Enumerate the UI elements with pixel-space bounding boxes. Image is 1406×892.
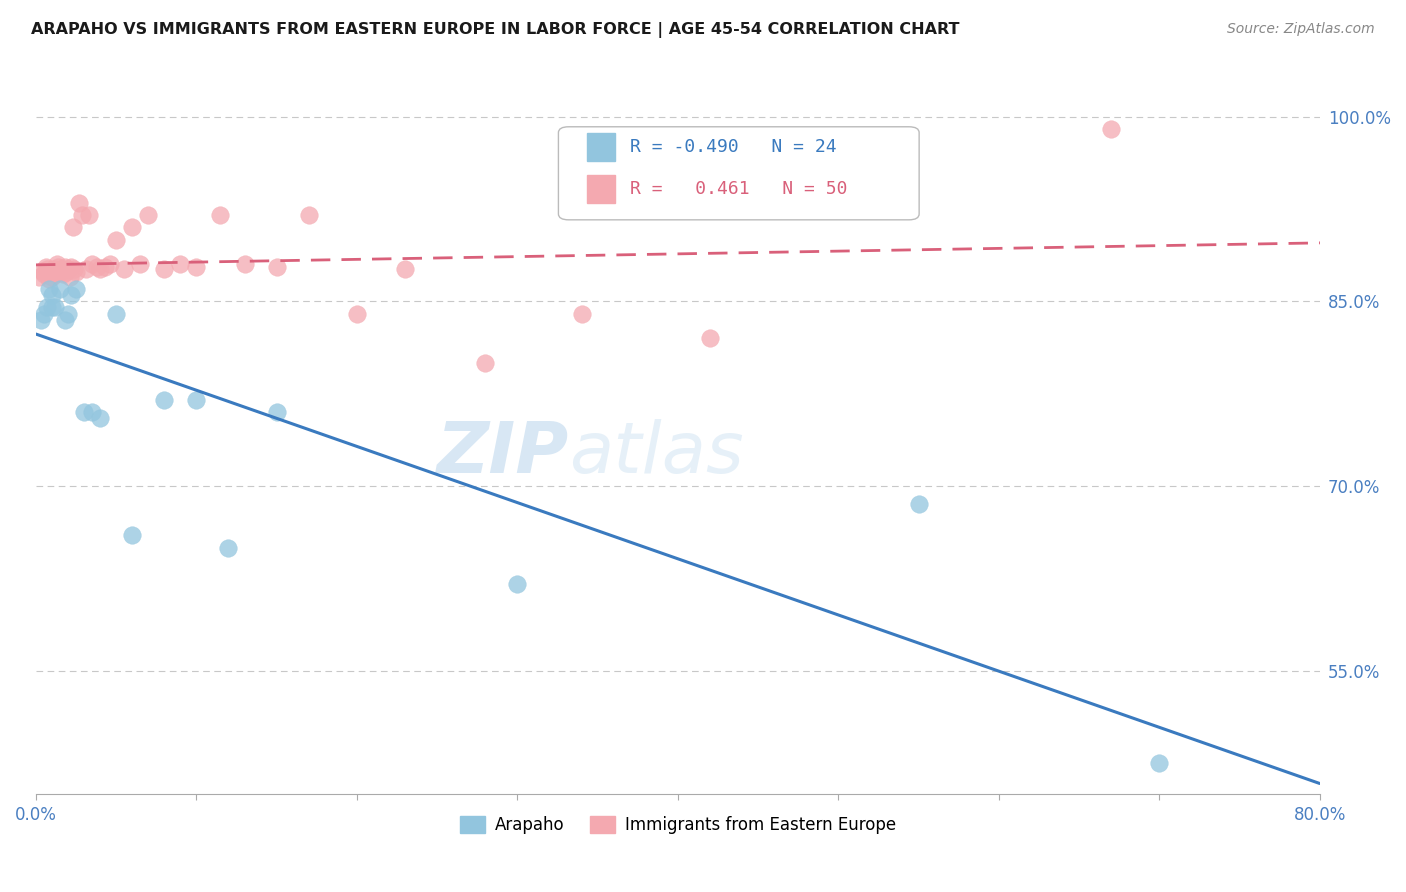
Point bbox=[73, 405, 96, 419]
Point bbox=[65, 265, 87, 279]
Point bbox=[298, 208, 321, 222]
Point bbox=[51, 262, 73, 277]
Point bbox=[53, 260, 76, 274]
Point bbox=[121, 220, 143, 235]
Point bbox=[105, 233, 128, 247]
Point bbox=[82, 405, 104, 419]
Point bbox=[209, 208, 232, 222]
Point bbox=[44, 301, 66, 315]
Point bbox=[37, 301, 59, 315]
Point bbox=[75, 262, 97, 277]
Point bbox=[129, 257, 152, 271]
Bar bbox=[586, 133, 614, 161]
Text: ZIP: ZIP bbox=[436, 419, 568, 489]
Point bbox=[42, 262, 65, 277]
Point bbox=[266, 405, 288, 419]
Point bbox=[94, 260, 117, 274]
Point bbox=[60, 260, 83, 274]
Point bbox=[37, 262, 59, 277]
Point bbox=[907, 497, 929, 511]
Point bbox=[112, 262, 135, 277]
Point bbox=[62, 220, 84, 235]
Point bbox=[105, 307, 128, 321]
Point bbox=[186, 260, 208, 274]
Point bbox=[39, 265, 62, 279]
Point bbox=[153, 262, 176, 277]
Text: Source: ZipAtlas.com: Source: ZipAtlas.com bbox=[1227, 22, 1375, 37]
Point bbox=[89, 411, 111, 425]
Point bbox=[98, 257, 121, 271]
Point bbox=[32, 267, 55, 281]
Point bbox=[474, 356, 496, 370]
Point bbox=[506, 577, 529, 591]
Point bbox=[56, 307, 79, 321]
Point bbox=[121, 528, 143, 542]
Point bbox=[52, 267, 75, 281]
Point bbox=[89, 262, 111, 277]
Point bbox=[86, 260, 108, 274]
Point bbox=[1099, 122, 1122, 136]
Point bbox=[218, 541, 240, 555]
Point bbox=[346, 307, 368, 321]
Point bbox=[34, 260, 56, 274]
Point bbox=[38, 282, 60, 296]
Point bbox=[48, 260, 70, 274]
Point bbox=[41, 269, 63, 284]
Point bbox=[63, 262, 86, 277]
Point bbox=[55, 265, 77, 279]
FancyBboxPatch shape bbox=[558, 127, 920, 219]
Point bbox=[49, 282, 72, 296]
Text: R = -0.490   N = 24: R = -0.490 N = 24 bbox=[630, 137, 837, 156]
Point bbox=[394, 262, 416, 277]
Point bbox=[82, 257, 104, 271]
Point bbox=[56, 262, 79, 277]
Point bbox=[32, 307, 55, 321]
Point bbox=[153, 392, 176, 407]
Text: ARAPAHO VS IMMIGRANTS FROM EASTERN EUROPE IN LABOR FORCE | AGE 45-54 CORRELATION: ARAPAHO VS IMMIGRANTS FROM EASTERN EUROP… bbox=[31, 22, 959, 38]
Point bbox=[31, 263, 53, 277]
Point bbox=[571, 307, 593, 321]
Point bbox=[38, 272, 60, 286]
Point bbox=[53, 313, 76, 327]
Point bbox=[169, 257, 191, 271]
Point bbox=[49, 265, 72, 279]
Point bbox=[60, 288, 83, 302]
Point bbox=[186, 392, 208, 407]
Point bbox=[59, 269, 82, 284]
Text: R =   0.461   N = 50: R = 0.461 N = 50 bbox=[630, 180, 848, 198]
Point bbox=[41, 301, 63, 315]
Point bbox=[65, 282, 87, 296]
Legend: Arapaho, Immigrants from Eastern Europe: Arapaho, Immigrants from Eastern Europe bbox=[453, 809, 903, 841]
Point bbox=[44, 267, 66, 281]
Point bbox=[233, 257, 256, 271]
Point bbox=[67, 195, 90, 210]
Point bbox=[41, 288, 63, 302]
Text: atlas: atlas bbox=[568, 419, 744, 489]
Point bbox=[72, 208, 94, 222]
Bar bbox=[586, 175, 614, 202]
Point bbox=[266, 260, 288, 274]
Point bbox=[30, 313, 52, 327]
Point bbox=[699, 331, 721, 345]
Point bbox=[77, 208, 100, 222]
Point bbox=[136, 208, 159, 222]
Point bbox=[28, 269, 51, 284]
Point bbox=[45, 257, 67, 271]
Point bbox=[1147, 756, 1170, 770]
